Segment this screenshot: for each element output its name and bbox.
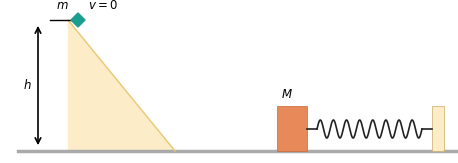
Text: $M$: $M$	[281, 88, 293, 101]
Text: $v = 0$: $v = 0$	[88, 0, 118, 12]
Polygon shape	[71, 13, 85, 27]
Text: $m$: $m$	[56, 0, 68, 12]
Polygon shape	[68, 20, 175, 151]
Bar	[277, 106, 307, 151]
Bar	[432, 106, 444, 151]
Text: $h$: $h$	[23, 78, 31, 92]
